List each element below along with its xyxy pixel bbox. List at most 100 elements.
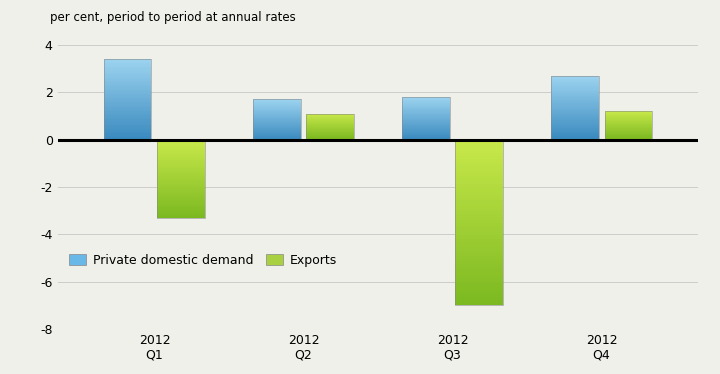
Bar — [402, 128, 449, 129]
Bar — [158, 174, 205, 175]
Bar — [402, 137, 449, 138]
Bar — [402, 98, 449, 99]
Bar — [551, 100, 598, 101]
Bar — [307, 124, 354, 125]
Bar — [605, 135, 652, 136]
Bar — [402, 115, 449, 116]
Bar — [456, 148, 503, 151]
Bar — [551, 117, 598, 118]
Bar — [402, 139, 449, 140]
Bar — [551, 120, 598, 122]
Bar — [456, 178, 503, 181]
Bar — [402, 104, 449, 105]
Bar — [104, 133, 151, 134]
Bar — [605, 138, 652, 139]
Bar — [456, 151, 503, 153]
Bar — [158, 159, 205, 160]
Bar — [402, 120, 449, 121]
Bar — [158, 194, 205, 196]
Bar — [253, 101, 300, 102]
Bar — [402, 130, 449, 131]
Bar — [456, 261, 503, 264]
Bar — [456, 211, 503, 214]
Bar — [456, 140, 503, 142]
Bar — [402, 100, 449, 101]
Bar — [551, 92, 598, 93]
Bar — [253, 131, 300, 132]
Bar — [402, 113, 449, 114]
Bar — [456, 223, 503, 225]
Bar — [456, 162, 503, 165]
Bar — [551, 104, 598, 105]
Bar — [551, 99, 598, 100]
Bar — [253, 130, 300, 131]
Bar — [253, 121, 300, 122]
Bar — [253, 106, 300, 107]
Bar — [605, 111, 652, 112]
Bar — [605, 117, 652, 118]
Bar — [158, 198, 205, 200]
Bar — [402, 136, 449, 137]
Bar — [158, 212, 205, 214]
Bar — [253, 109, 300, 110]
Bar — [307, 115, 354, 116]
Bar — [307, 136, 354, 137]
Bar — [104, 93, 151, 94]
Bar — [158, 151, 205, 153]
Bar — [253, 110, 300, 111]
Bar — [551, 128, 598, 129]
Bar — [402, 112, 449, 113]
Bar — [307, 120, 354, 121]
Bar — [402, 122, 449, 123]
Bar — [253, 116, 300, 117]
Bar — [158, 177, 205, 179]
Bar — [551, 93, 598, 94]
Bar — [253, 129, 300, 130]
Bar — [307, 123, 354, 124]
Bar — [456, 181, 503, 184]
Bar — [551, 85, 598, 86]
Bar — [253, 105, 300, 106]
Bar — [456, 140, 503, 306]
Bar — [456, 173, 503, 175]
Bar — [551, 97, 598, 98]
Bar — [104, 62, 151, 63]
Bar — [104, 85, 151, 86]
Bar — [551, 127, 598, 128]
Bar — [158, 185, 205, 187]
Bar — [158, 169, 205, 171]
Bar — [605, 121, 652, 122]
Bar — [456, 142, 503, 145]
Bar — [253, 99, 300, 100]
Bar — [104, 132, 151, 133]
Bar — [551, 111, 598, 112]
Bar — [456, 214, 503, 217]
Bar — [456, 231, 503, 234]
Bar — [456, 250, 503, 253]
Bar — [307, 132, 354, 133]
Bar — [158, 205, 205, 206]
Bar — [104, 83, 151, 85]
Bar — [402, 114, 449, 115]
Bar — [551, 122, 598, 123]
Legend: Private domestic demand, Exports: Private domestic demand, Exports — [64, 249, 341, 272]
Bar — [104, 137, 151, 138]
Bar — [605, 128, 652, 129]
Bar — [551, 114, 598, 115]
Bar — [104, 107, 151, 109]
Bar — [551, 105, 598, 107]
Bar — [253, 111, 300, 112]
Bar — [402, 132, 449, 133]
Bar — [551, 84, 598, 85]
Bar — [158, 206, 205, 207]
Bar — [253, 119, 300, 120]
Bar — [104, 59, 151, 61]
Bar — [104, 125, 151, 126]
Bar — [605, 130, 652, 131]
Bar — [551, 94, 598, 95]
Bar — [605, 120, 652, 121]
Bar — [104, 105, 151, 106]
Bar — [605, 114, 652, 115]
Bar — [104, 80, 151, 82]
Bar — [551, 132, 598, 133]
